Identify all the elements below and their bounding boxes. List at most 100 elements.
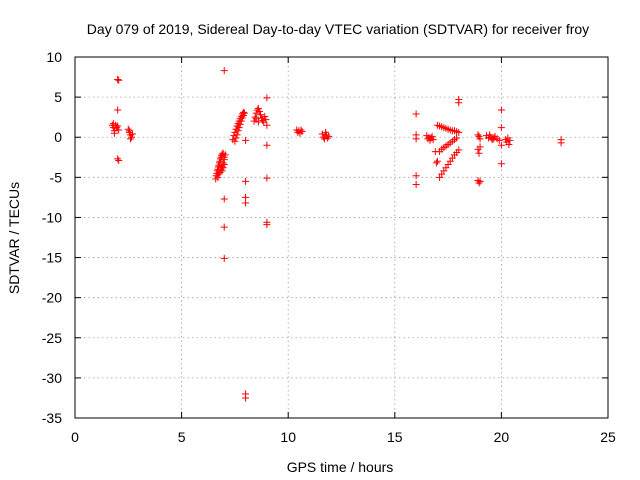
data-point <box>476 143 484 151</box>
x-tick-label: 10 <box>280 429 296 445</box>
data-point <box>220 223 228 231</box>
data-point <box>255 108 263 116</box>
data-point <box>497 124 505 132</box>
data-point <box>324 134 332 142</box>
data-point <box>495 136 503 144</box>
data-point <box>455 99 463 107</box>
y-tick-label: -35 <box>42 410 62 426</box>
data-point <box>263 221 271 229</box>
data-point <box>115 156 123 164</box>
data-point <box>109 120 117 128</box>
data-point <box>125 127 133 135</box>
data-point <box>254 118 262 126</box>
y-tick-label: 0 <box>54 129 62 145</box>
data-point <box>129 130 137 138</box>
x-tick-label: 25 <box>600 429 616 445</box>
data-point <box>506 136 514 144</box>
data-point <box>263 174 271 182</box>
data-point <box>219 164 227 172</box>
data-point <box>220 160 228 168</box>
data-point <box>476 135 484 143</box>
y-tick-label: 5 <box>54 89 62 105</box>
data-point <box>242 136 250 144</box>
data-point <box>453 134 461 142</box>
data-point <box>114 106 122 114</box>
data-point <box>231 137 239 145</box>
data-point <box>236 120 244 128</box>
data-point <box>114 122 122 130</box>
y-axis-label: SDTVAR / TECUs <box>6 182 22 294</box>
chart-title: Day 079 of 2019, Sidereal Day-to-day VTE… <box>87 21 589 37</box>
data-point <box>110 129 118 137</box>
data-point <box>237 117 245 125</box>
data-point <box>486 131 494 139</box>
data-point <box>412 181 420 189</box>
data-point <box>114 75 122 83</box>
data-point <box>115 126 123 134</box>
data-point <box>429 136 437 144</box>
data-point <box>262 116 270 124</box>
plot-frame <box>74 56 609 419</box>
data-point <box>428 132 436 140</box>
data-point <box>114 155 122 163</box>
data-point <box>242 199 250 207</box>
y-tick-label: -5 <box>50 169 63 185</box>
data-point <box>261 112 269 120</box>
data-point <box>475 149 483 157</box>
data-point <box>490 134 498 142</box>
data-point <box>455 128 463 136</box>
y-tick-label: -10 <box>42 209 62 225</box>
data-point <box>115 76 123 84</box>
grid <box>75 57 608 418</box>
data-point <box>127 133 135 141</box>
data-point <box>232 134 240 142</box>
data-point <box>298 128 306 136</box>
data-point <box>242 177 250 185</box>
data-point <box>263 121 271 129</box>
axis-ticks: 0 5 10 15 20 25 10 5 0 -5 -10 -15 -20 -25 -30 -35 <box>42 49 616 445</box>
x-tick-label: 5 <box>178 429 186 445</box>
data-point <box>455 146 463 154</box>
data-point <box>259 116 267 124</box>
data-point <box>497 160 505 168</box>
data-point <box>126 135 134 143</box>
data-point <box>412 172 420 180</box>
data-point <box>557 139 565 147</box>
y-tick-label: -15 <box>42 250 62 266</box>
data-point <box>475 179 483 187</box>
data-point <box>215 170 223 178</box>
data-points <box>108 67 565 402</box>
data-point <box>474 131 482 139</box>
data-point <box>251 113 259 121</box>
data-point <box>320 135 328 143</box>
x-tick-label: 20 <box>494 429 510 445</box>
data-point <box>220 254 228 262</box>
data-point <box>432 159 440 167</box>
data-point <box>497 106 505 114</box>
y-tick-label: 10 <box>46 49 62 65</box>
data-point <box>325 132 333 140</box>
data-point <box>124 125 132 133</box>
y-tick-label: -30 <box>42 370 62 386</box>
data-point <box>242 394 250 402</box>
data-point <box>220 67 228 75</box>
data-point <box>240 109 248 117</box>
data-point <box>263 94 271 102</box>
data-point <box>254 104 262 112</box>
x-tick-label: 0 <box>71 429 79 445</box>
y-tick-label: -20 <box>42 290 62 306</box>
data-point <box>297 126 305 134</box>
data-point <box>221 151 229 159</box>
x-axis-label: GPS time / hours <box>287 459 394 475</box>
data-point <box>263 141 271 149</box>
y-tick-label: -25 <box>42 330 62 346</box>
data-point <box>216 155 224 163</box>
data-point <box>497 141 505 149</box>
data-point <box>433 157 441 165</box>
data-point <box>318 130 326 138</box>
data-point <box>476 177 484 185</box>
data-point <box>505 140 513 148</box>
data-point <box>234 127 242 135</box>
data-point <box>256 111 264 119</box>
